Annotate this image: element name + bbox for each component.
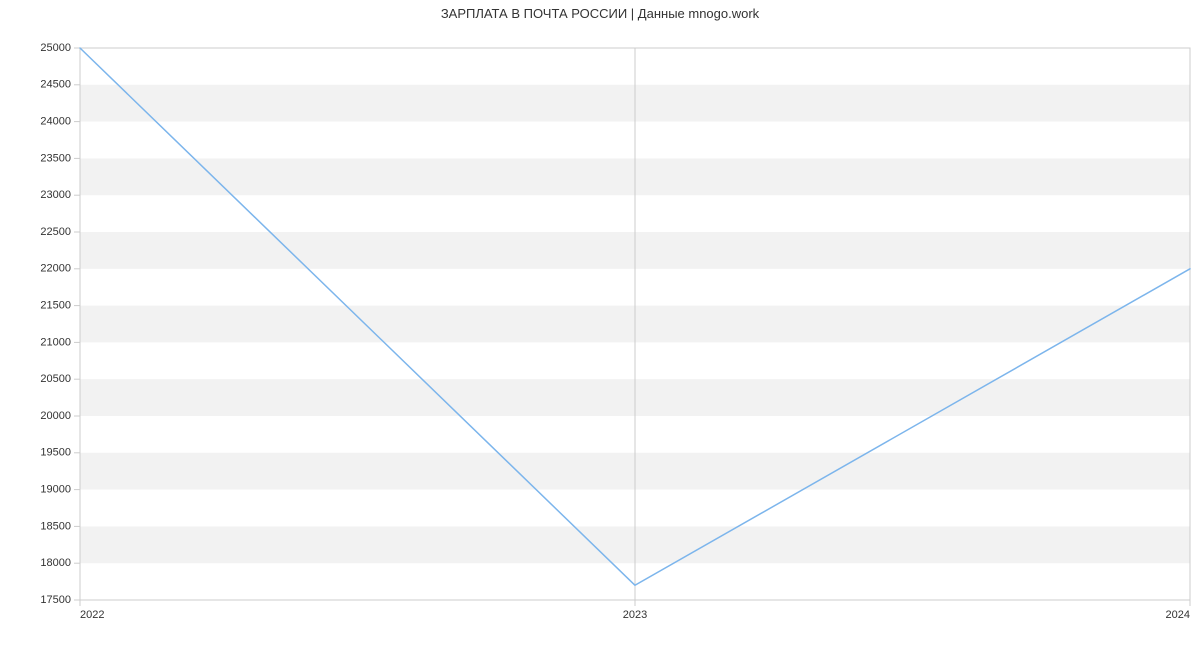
- y-axis-tick-label: 24500: [40, 79, 71, 91]
- x-axis-tick-label: 2024: [1166, 609, 1190, 621]
- y-axis-tick-label: 21500: [40, 300, 71, 312]
- chart-title: ЗАРПЛАТА В ПОЧТА РОССИИ | Данные mnogo.w…: [0, 6, 1200, 21]
- y-axis-tick-label: 22000: [40, 263, 71, 275]
- y-axis-tick-label: 18500: [40, 520, 71, 532]
- y-axis-tick-label: 19000: [40, 484, 71, 496]
- x-axis-tick-label: 2023: [623, 609, 647, 621]
- x-axis-tick-label: 2022: [80, 609, 104, 621]
- y-axis-tick-label: 23500: [40, 152, 71, 164]
- y-axis-tick-label: 23000: [40, 189, 71, 201]
- chart-container: ЗАРПЛАТА В ПОЧТА РОССИИ | Данные mnogo.w…: [0, 0, 1200, 650]
- y-axis-tick-label: 20500: [40, 373, 71, 385]
- y-axis-tick-label: 25000: [40, 42, 71, 54]
- y-axis-tick-label: 18000: [40, 557, 71, 569]
- y-axis-tick-label: 22500: [40, 226, 71, 238]
- y-axis-tick-label: 21000: [40, 336, 71, 348]
- y-axis-tick-label: 24000: [40, 116, 71, 128]
- y-axis-tick-label: 17500: [40, 594, 71, 606]
- line-chart: 17500 18000 18500 19000 19500 20000 20500 21000…: [0, 0, 1200, 650]
- y-axis-tick-label: 19500: [40, 447, 71, 459]
- y-axis-tick-label: 20000: [40, 410, 71, 422]
